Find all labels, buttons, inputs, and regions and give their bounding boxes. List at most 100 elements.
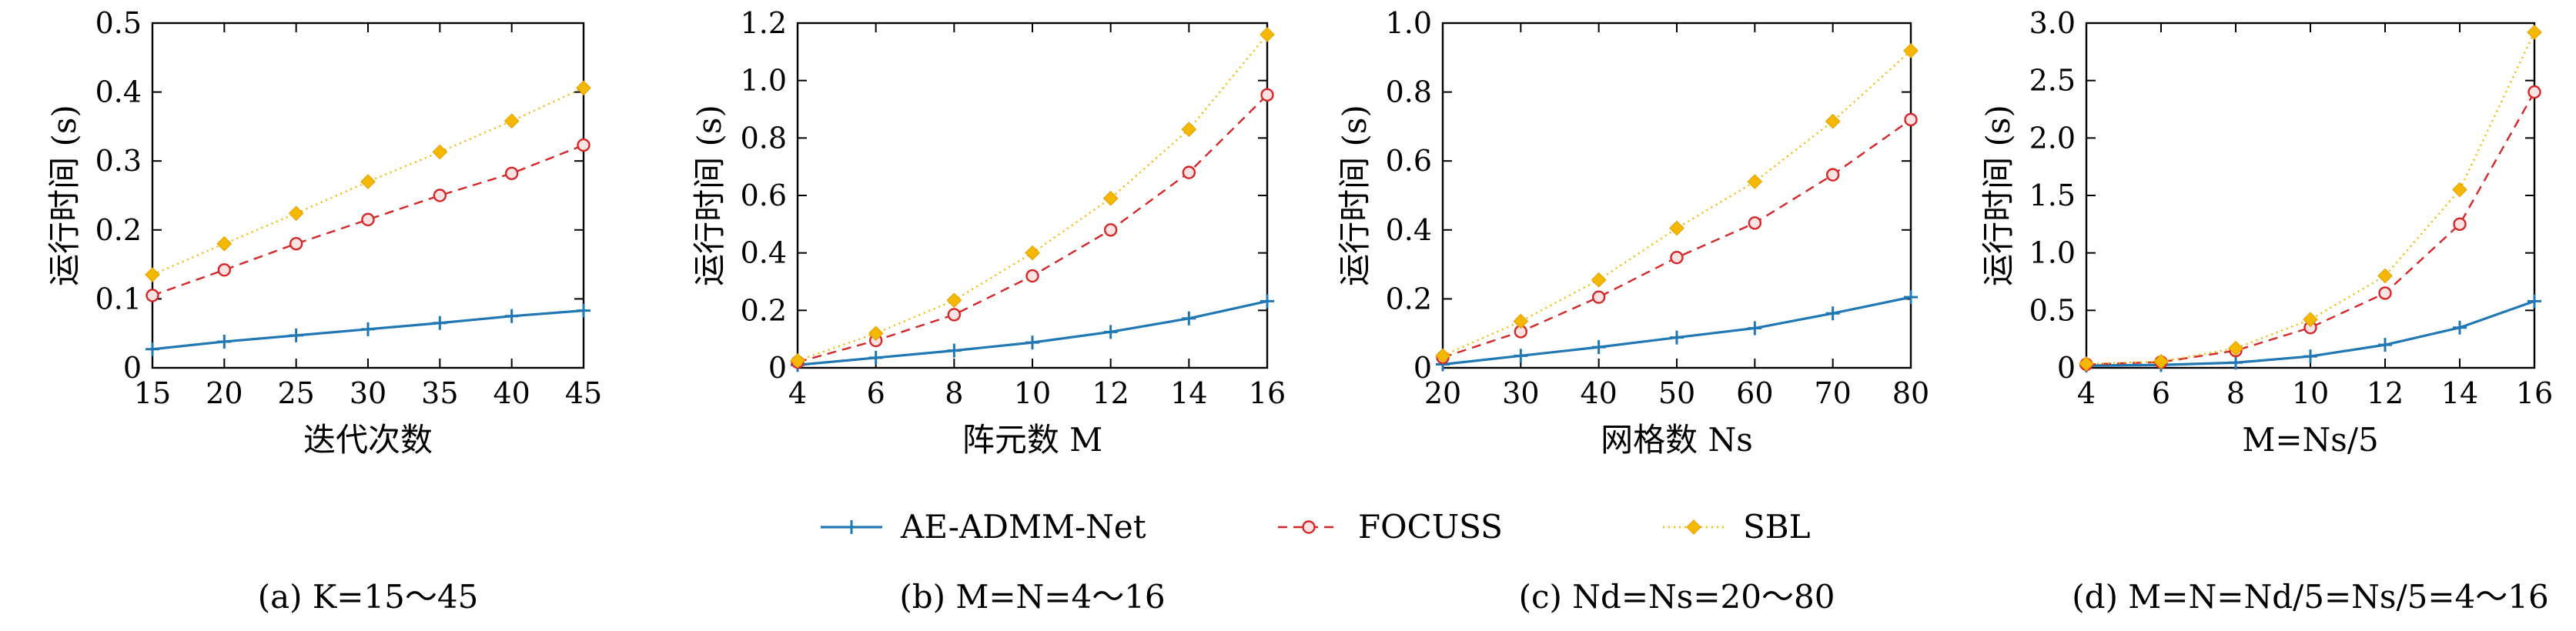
data-point	[947, 343, 962, 358]
x-tick-label: 40	[1580, 376, 1617, 410]
y-tick-label: 0.2	[741, 293, 787, 327]
x-tick-label: 25	[277, 376, 314, 410]
data-point	[1513, 313, 1529, 329]
x-tick-label: 8	[2226, 376, 2245, 410]
y-tick-label: 1.0	[741, 64, 787, 98]
data-point	[2378, 338, 2392, 352]
x-tick-label: 15	[134, 376, 171, 410]
y-tick-label: 0.8	[1386, 75, 1432, 109]
data-point	[2303, 349, 2317, 364]
data-point	[2303, 312, 2318, 328]
data-point	[868, 326, 884, 342]
legend-entry-ae-admm-net: AE-ADMM-Net	[821, 508, 1146, 546]
panel-caption: (c) Nd=Ns=20～80	[1519, 578, 1835, 616]
data-point	[576, 80, 591, 96]
data-point	[504, 309, 519, 323]
data-point	[1102, 190, 1119, 206]
x-tick-label: 14	[1170, 376, 1207, 410]
legend-entry-focuss: FOCUSS	[1278, 508, 1503, 546]
series-sbl	[790, 27, 1275, 369]
data-point	[1181, 122, 1197, 137]
x-tick-label: 4	[788, 376, 807, 410]
data-point	[790, 352, 805, 369]
data-point	[217, 263, 232, 277]
data-point	[1825, 306, 1840, 321]
data-point	[1748, 216, 1762, 230]
y-tick-label: 0.3	[95, 144, 142, 178]
y-tick-label: 0	[2057, 351, 2076, 385]
y-tick-label: 0.4	[1386, 213, 1432, 247]
data-point	[2527, 85, 2541, 99]
data-point	[868, 350, 883, 365]
data-point	[1514, 349, 1528, 363]
x-tick-label: 16	[2516, 376, 2553, 410]
y-tick-label: 0.5	[95, 6, 142, 40]
data-point	[2453, 217, 2467, 232]
y-tick-label: 1.0	[1386, 6, 1432, 40]
y-tick-label: 0.1	[95, 282, 142, 316]
y-tick-label: 0.4	[741, 236, 787, 270]
x-tick-label: 10	[2292, 376, 2329, 410]
panel-caption: (a) K=15～45	[258, 578, 479, 616]
data-point	[2229, 356, 2243, 370]
data-point	[2378, 286, 2392, 300]
data-point	[1103, 325, 1118, 339]
y-tick-label: 0	[1413, 351, 1432, 385]
data-point	[1260, 294, 1274, 309]
y-axis-label: 运行时间 (s)	[45, 105, 83, 286]
series-line	[797, 299, 1268, 366]
x-tick-label: 60	[1736, 376, 1773, 410]
data-point	[577, 138, 590, 152]
data-point	[1903, 42, 1919, 58]
data-point	[1591, 340, 1606, 355]
data-point	[1904, 290, 1918, 305]
data-point	[2452, 182, 2467, 198]
series-ae-admm-net	[791, 294, 1274, 372]
data-point	[1747, 174, 1763, 189]
chart-panel-d: 0 0.5 1.0 1.5 2.0 2.5 3.0 4 6 8 10 12 14 16 M=Ns/5 运行时间…	[1979, 6, 2553, 616]
data-point	[1825, 113, 1841, 129]
y-tick-label: 0.6	[741, 179, 787, 212]
y-tick-label: 0.2	[1386, 282, 1432, 316]
x-tick-label: 12	[1092, 376, 1129, 410]
x-axis-label: 阵元数 M	[962, 421, 1102, 459]
legend-label: SBL	[1743, 508, 1811, 546]
data-point	[577, 303, 590, 318]
x-tick-label: 70	[1814, 376, 1851, 410]
data-point	[1904, 112, 1918, 127]
series-focuss	[146, 138, 590, 302]
data-point	[361, 322, 375, 336]
data-point	[289, 328, 303, 342]
data-point	[1825, 168, 1840, 182]
chart-panel-c: 0 0.2 0.4 0.6 0.8 1.0 20 30 40 50 60 70 80 网格数 Ns 运行时间…	[1336, 6, 1929, 616]
series-sbl	[2079, 25, 2542, 372]
y-tick-label: 0.4	[95, 75, 142, 109]
data-point	[433, 316, 447, 330]
x-tick-label: 30	[1502, 376, 1539, 410]
data-point	[1260, 27, 1275, 42]
data-point	[2153, 353, 2169, 369]
series-focuss	[1436, 112, 1918, 365]
y-tick-label: 1.0	[2029, 236, 2076, 270]
x-tick-label: 45	[565, 376, 602, 410]
series-focuss	[2079, 85, 2541, 372]
series-line	[1442, 119, 1912, 359]
x-tick-label: 50	[1658, 376, 1695, 410]
data-point	[1591, 290, 1606, 304]
data-point	[2377, 268, 2393, 284]
data-point	[361, 212, 375, 227]
x-tick-label: 80	[1892, 376, 1929, 410]
data-point	[360, 174, 376, 189]
plot-frame	[1441, 22, 1912, 369]
chart-panel-b: 0 0.2 0.4 0.6 0.8 1.0 1.2 4 6 8 10 12 14 16 阵元数 M 运行时间 …	[691, 6, 1286, 616]
data-point	[1025, 269, 1039, 283]
y-axis-label: 运行时间 (s)	[1979, 105, 2017, 286]
series-line	[1442, 49, 1912, 357]
legend-marker	[845, 520, 858, 534]
panel-caption: (d) M=N=Nd/5=Ns/5=4～16	[2072, 578, 2548, 616]
chart-panel-a: 0 0.1 0.2 0.3 0.4 0.5 15 20 25 30 35 40 45 迭代次数 运行时间 (…	[45, 6, 602, 616]
series-ae-admm-net	[1436, 290, 1918, 372]
data-point	[1025, 245, 1040, 261]
